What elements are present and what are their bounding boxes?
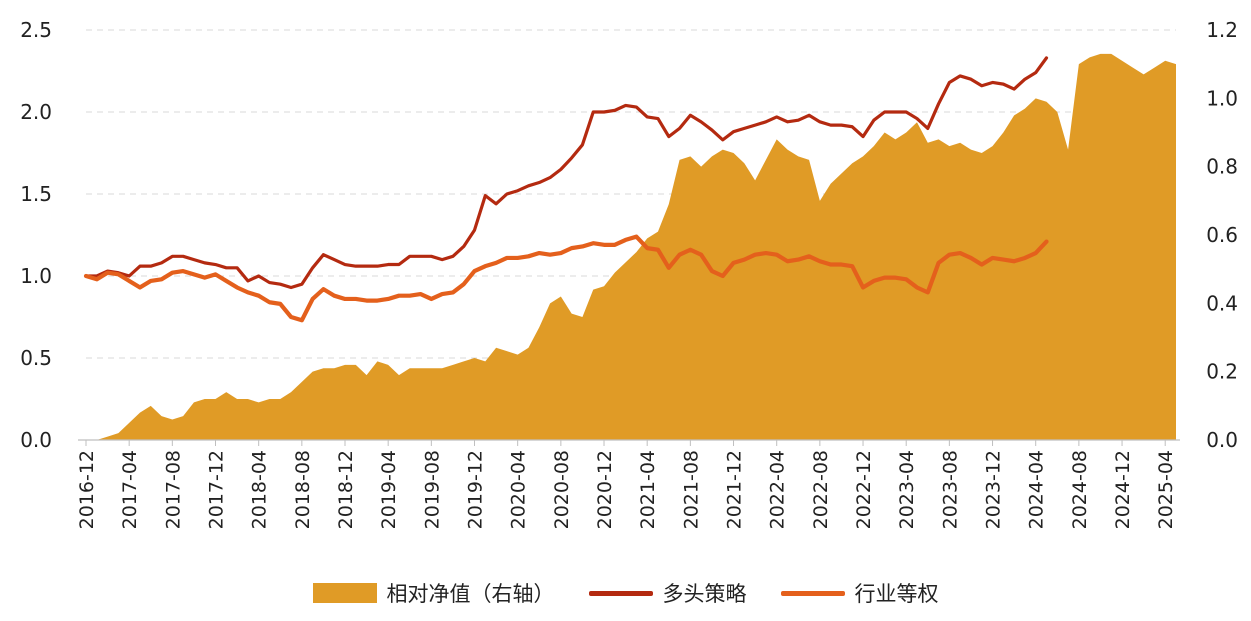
x-tick-label: 2022-04 [767,450,789,529]
x-tick-label: 2019-04 [378,450,400,529]
x-tick-label: 2017-08 [162,450,184,529]
line-series-long-strategy [84,56,1049,290]
y-axis-right-ticks: 0.0 0.2 0.4 0.6 0.8 1.0 1.2 [1206,18,1238,452]
y-right-tick-label: 0.4 [1206,291,1238,315]
x-tick-label: 2018-04 [249,450,271,529]
y-right-tick-label: 1.0 [1206,86,1238,110]
legend-item-line2: 行业等权 [780,578,939,608]
legend-label-area: 相对净值（右轴） [386,582,555,606]
x-tick-label: 2021-04 [637,450,659,529]
y-left-tick-label: 2.0 [20,100,52,124]
x-tick-label: 2019-08 [421,450,443,529]
area-series-relative-nav [86,53,1176,441]
x-tick-label: 2020-04 [508,450,530,529]
x-tick-label: 2017-04 [119,450,141,529]
x-tick-label: 2016-12 [76,450,98,529]
y-right-tick-label: 0.2 [1206,360,1238,384]
y-left-tick-label: 2.5 [20,18,52,42]
legend-label-line2: 行业等权 [854,582,939,606]
x-tick-label: 2018-08 [292,450,314,529]
x-tick-label: 2017-12 [206,450,228,529]
legend-swatch-line2 [780,590,845,596]
x-tick-label: 2022-08 [810,450,832,529]
y-right-tick-label: 0.8 [1206,155,1238,179]
y-left-tick-label: 0.0 [20,428,52,452]
x-tick-label: 2024-12 [1112,450,1134,529]
x-tick-label: 2024-08 [1069,450,1091,529]
y-right-tick-label: 0.6 [1206,223,1238,247]
y-right-tick-label: 1.2 [1206,18,1238,42]
x-tick-label: 2021-08 [680,450,702,529]
y-axis-left-ticks: 0.0 0.5 1.0 1.5 2.0 2.5 [20,18,52,452]
area-series-layer [86,53,1176,441]
legend: 相对净值（右轴） 多头策略 行业等权 [0,578,1251,608]
line-series-industry-equal-weight [83,234,1049,323]
y-right-tick-label: 0.0 [1206,428,1238,452]
x-tick-label: 2023-04 [896,450,918,529]
line-series-layer [83,56,1049,323]
x-tick-label: 2024-04 [1026,450,1048,529]
y-left-tick-label: 1.0 [20,264,52,288]
y-left-tick-label: 0.5 [20,346,52,370]
x-tick-label: 2022-12 [853,450,875,529]
x-tick-label: 2023-08 [939,450,961,529]
legend-swatch-area [312,583,377,603]
x-tick-label: 2025-04 [1155,450,1177,529]
x-axis-ticks: 2016-12 2017-04 2017-08 2017-12 2018-04 2018-… [76,440,1177,529]
x-tick-label: 2021-12 [724,450,746,529]
legend-label-line1: 多头策略 [662,582,747,606]
chart: 0.0 0.5 1.0 1.5 2.0 2.5 0.0 0.2 0.4 0.6 0.8 1.0 1.2… [20,18,1238,529]
y-left-tick-label: 1.5 [20,182,52,206]
x-tick-label: 2018-12 [335,450,357,529]
x-tick-label: 2020-08 [551,450,573,529]
legend-item-area: 相对净值（右轴） [312,578,555,608]
x-tick-label: 2020-12 [594,450,616,529]
legend-item-line1: 多头策略 [588,578,747,608]
x-tick-label: 2019-12 [465,450,487,529]
x-tick-label: 2023-12 [983,450,1005,529]
legend-swatch-line1 [588,590,653,596]
